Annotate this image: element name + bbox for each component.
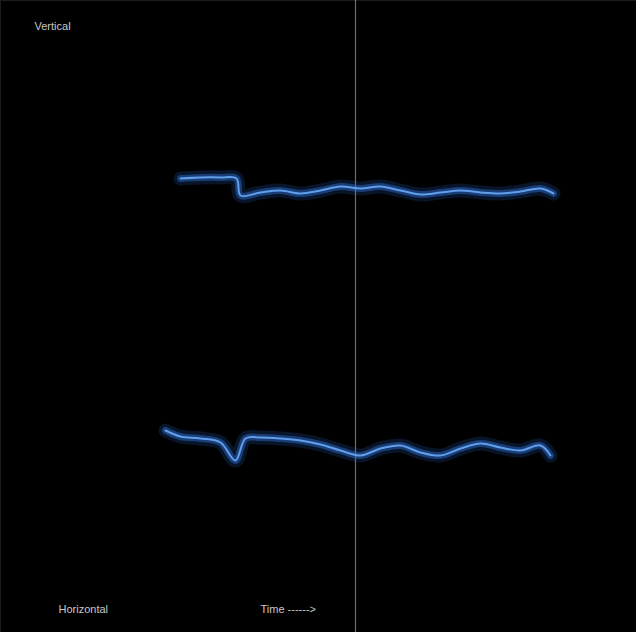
svg-text:Time ------>: Time ------> bbox=[261, 603, 317, 615]
svg-text:Vertical: Vertical bbox=[35, 20, 71, 32]
svg-text:Horizontal: Horizontal bbox=[59, 603, 109, 615]
